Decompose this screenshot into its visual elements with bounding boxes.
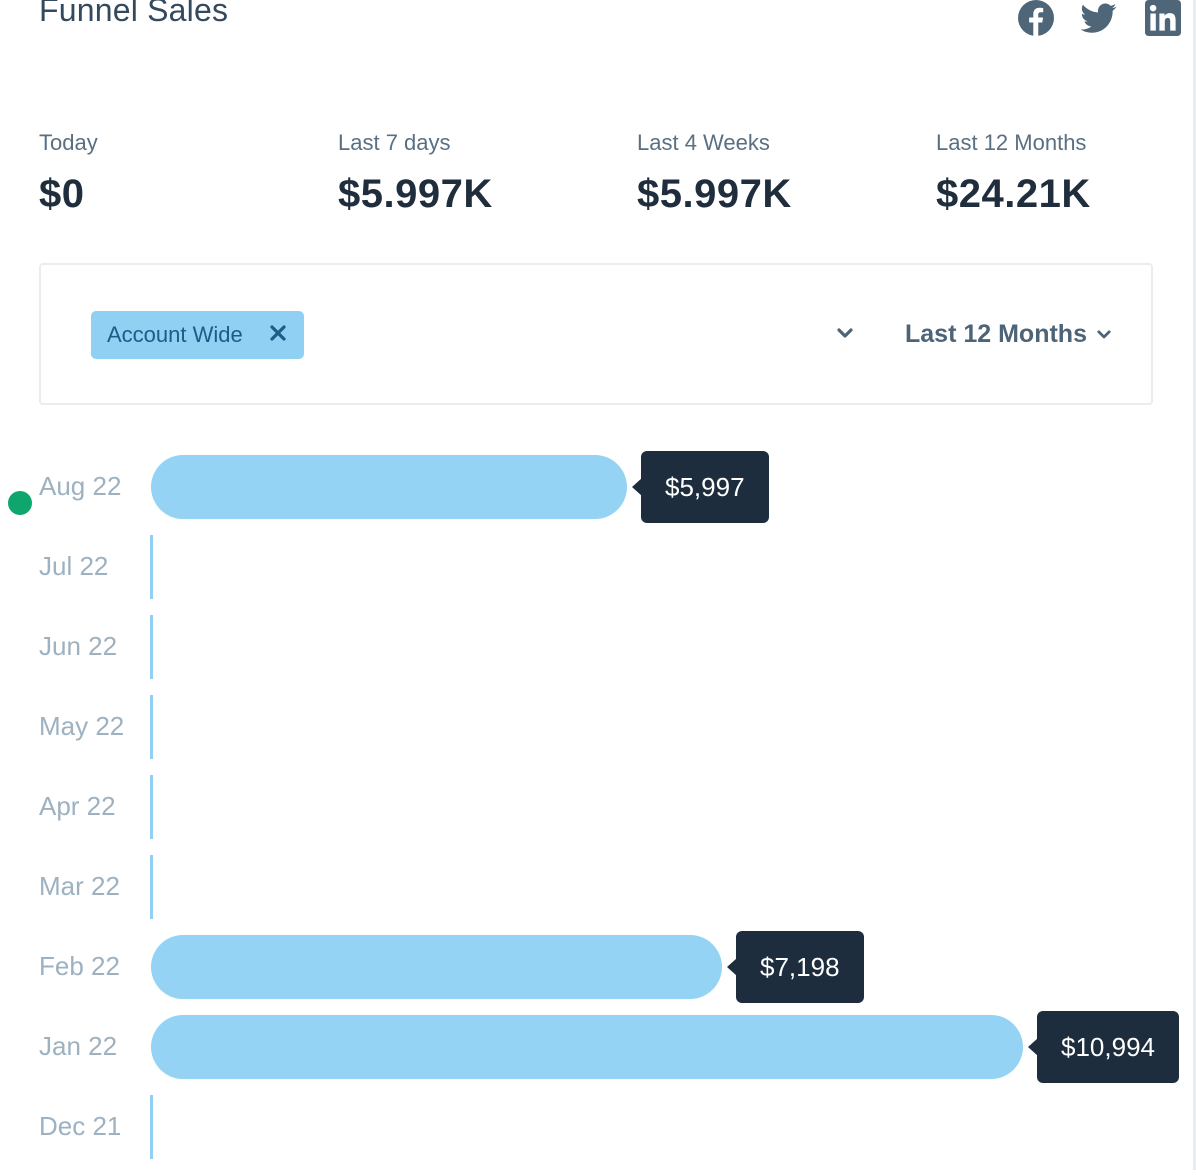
- bar-mar-22: [150, 855, 153, 919]
- value-label-jan-22: $10,994: [1028, 1011, 1179, 1083]
- linkedin-icon[interactable]: [1143, 0, 1183, 36]
- month-label: Jan 22: [39, 1031, 118, 1061]
- bar-jan-22[interactable]: [151, 1015, 1023, 1079]
- bar-jul-22: [150, 535, 153, 599]
- period-select[interactable]: Last 12 Months: [905, 319, 1113, 349]
- chevron-down-icon: [1095, 325, 1113, 343]
- month-label: Jun 22: [39, 631, 118, 661]
- bar-aug-22[interactable]: [151, 455, 627, 519]
- filter-panel: Account Wide Last 12 Months: [39, 263, 1153, 405]
- bar-dec-21: [150, 1095, 153, 1159]
- chart-row-feb-22: Feb 22 $7,198: [0, 931, 1196, 1015]
- chart-row-dec-21: Dec 21: [0, 1095, 1196, 1175]
- bar-apr-22: [150, 775, 153, 839]
- bar-feb-22[interactable]: [151, 935, 722, 999]
- close-icon[interactable]: [268, 323, 288, 343]
- chart-row-jul-22: Jul 22: [0, 535, 1196, 615]
- stat-last-7-days: Last 7 days $5.997K: [338, 130, 493, 217]
- stat-last-12-months: Last 12 Months $24.21K: [936, 130, 1091, 217]
- twitter-icon[interactable]: [1076, 0, 1122, 36]
- bar-may-22: [150, 695, 153, 759]
- stat-label: Today: [39, 130, 98, 155]
- stat-label: Last 4 Weeks: [637, 130, 770, 155]
- chart-row-aug-22: Aug 22 $5,997: [0, 451, 1196, 535]
- period-select-label: Last 12 Months: [905, 319, 1087, 348]
- page-right-border: [1193, 0, 1196, 1170]
- month-label: May 22: [39, 711, 125, 741]
- chart-row-jun-22: Jun 22: [0, 615, 1196, 695]
- value-label-aug-22: $5,997: [632, 451, 769, 523]
- account-wide-filter-chip[interactable]: Account Wide: [91, 311, 304, 359]
- page-title: Funnel Sales: [39, 0, 229, 28]
- month-label: Feb 22: [39, 951, 120, 981]
- stat-value: $24.21K: [936, 172, 1091, 216]
- stat-value: $5.997K: [338, 172, 493, 216]
- facebook-icon[interactable]: [1015, 0, 1057, 36]
- chart-row-apr-22: Apr 22: [0, 775, 1196, 855]
- month-label: Aug 22: [39, 471, 122, 501]
- stat-value: $5.997K: [637, 172, 792, 216]
- stat-value: $0: [39, 172, 85, 216]
- month-label: Dec 21: [39, 1111, 122, 1141]
- stat-last-4-weeks: Last 4 Weeks $5.997K: [637, 130, 792, 217]
- chevron-down-icon[interactable]: [833, 321, 857, 345]
- month-label: Mar 22: [39, 871, 120, 901]
- stat-label: Last 12 Months: [936, 130, 1087, 155]
- chart-row-jan-22: Jan 22 $10,994: [0, 1011, 1196, 1095]
- month-label: Apr 22: [39, 791, 116, 821]
- status-dot: [8, 491, 32, 515]
- month-label: Jul 22: [39, 551, 109, 581]
- value-label-feb-22: $7,198: [727, 931, 864, 1003]
- bar-jun-22: [150, 615, 153, 679]
- filter-chip-label: Account Wide: [107, 322, 243, 347]
- chart-row-may-22: May 22: [0, 695, 1196, 775]
- chart-row-mar-22: Mar 22: [0, 855, 1196, 935]
- stat-label: Last 7 days: [338, 130, 451, 155]
- stat-today: Today $0: [39, 130, 98, 217]
